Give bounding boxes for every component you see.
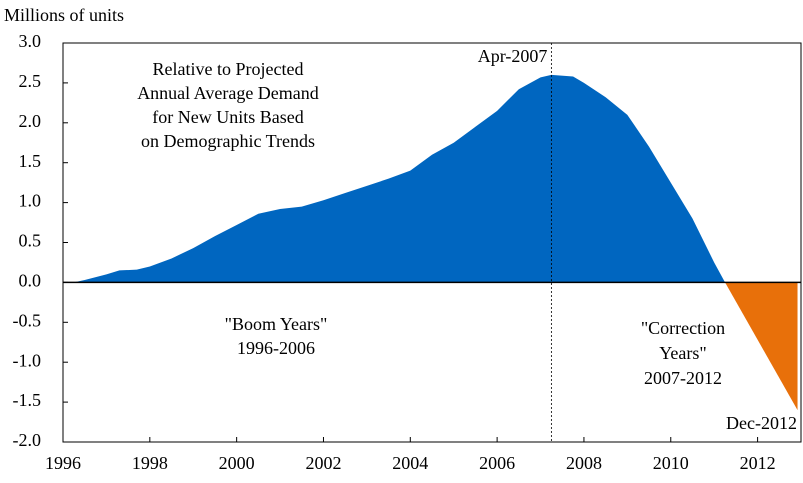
y-tick-label: 2.0 [19,111,42,131]
y-tick-label: -1.5 [13,390,42,410]
area [725,282,798,411]
boom-text: 1996-2006 [237,338,315,358]
correction-text: 2007-2012 [644,368,722,388]
x-tick-label: 1998 [132,453,168,473]
y-axis-label: Millions of units [4,5,124,25]
y-tick-label: 0.0 [19,271,42,291]
x-tick-label: 2012 [740,453,776,473]
y-tick-label: -0.5 [13,310,42,330]
y-tick-label: 1.0 [19,191,42,211]
y-tick-label: 2.5 [19,71,42,91]
note-text: on Demographic Trends [141,131,315,151]
note-text: Relative to Projected [153,59,304,79]
note-text: for New Units Based [152,107,303,127]
note-text: Annual Average Demand [137,83,319,103]
y-tick-label: 1.5 [19,151,42,171]
y-tick-label: 0.5 [19,231,42,251]
x-tick-label: 2000 [219,453,255,473]
x-tick-label: 2004 [392,453,428,473]
x-tick-label: 2008 [566,453,602,473]
correction-text: Years" [659,343,707,363]
x-tick-label: 1996 [45,453,81,473]
x-tick-label: 2002 [305,453,341,473]
y-tick-label: -2.0 [13,430,42,450]
y-tick-label: 3.0 [19,31,42,51]
correction-text: "Correction [641,318,725,338]
end-label: Dec-2012 [726,413,797,433]
x-tick-label: 2010 [653,453,689,473]
boom-text: "Boom Years" [225,314,328,334]
marker-label: Apr-2007 [478,46,548,66]
area [73,74,726,283]
y-tick-label: -1.0 [13,350,42,370]
x-tick-label: 2006 [479,453,515,473]
